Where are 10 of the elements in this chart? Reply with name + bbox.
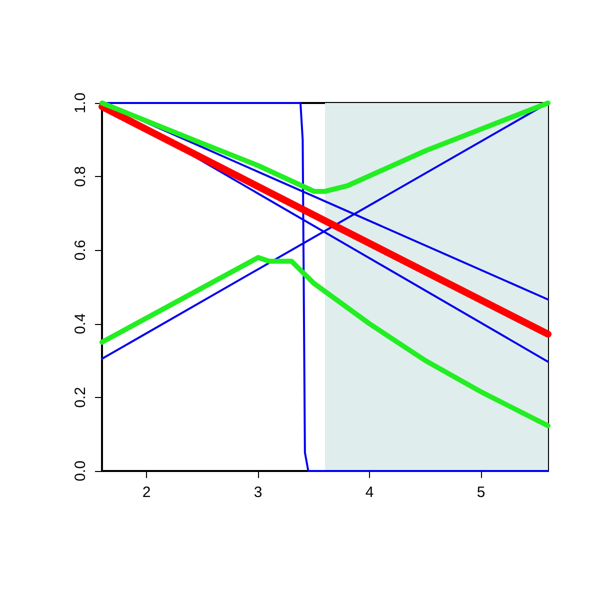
y-tick-label: 0.0	[72, 460, 89, 482]
x-tick-label: 2	[142, 484, 151, 501]
y-tick-label: 0.4	[72, 313, 89, 334]
y-tick-label: 0.6	[72, 240, 89, 261]
x-tick-label: 5	[476, 484, 486, 501]
y-tick-label: 0.2	[72, 386, 89, 408]
y-tick-label: 0.8	[72, 166, 89, 188]
x-tick-label: 4	[365, 484, 374, 501]
y-tick-label: 1.0	[72, 92, 89, 114]
x-tick-label: 3	[254, 484, 262, 501]
